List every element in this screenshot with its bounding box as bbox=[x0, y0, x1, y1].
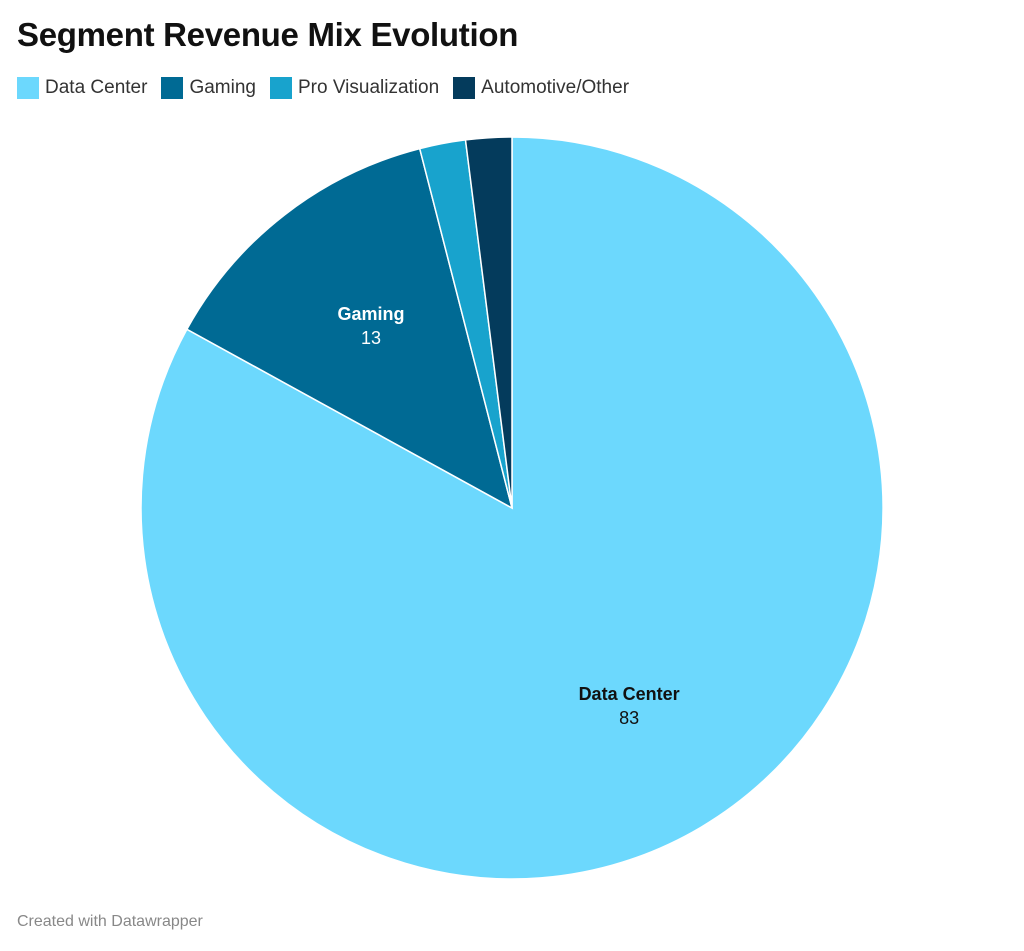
legend-swatch bbox=[453, 77, 476, 99]
legend: Data Center Gaming Pro Visualization Automo… bbox=[17, 77, 629, 99]
legend-swatch bbox=[161, 77, 184, 99]
slice-label: Data Center bbox=[579, 684, 680, 704]
pie-slice-automotive-other[interactable] bbox=[464, 136, 513, 509]
chart-title: Segment Revenue Mix Evolution bbox=[17, 16, 519, 53]
legend-label: Gaming bbox=[189, 77, 256, 98]
legend-item: Gaming bbox=[161, 77, 256, 99]
slice-value: 13 bbox=[361, 328, 381, 348]
legend-item: Automotive/Other bbox=[453, 77, 629, 99]
legend-label: Pro Visualization bbox=[297, 77, 440, 98]
legend-item: Pro Visualization bbox=[269, 77, 440, 99]
legend-label: Automotive/Other bbox=[481, 77, 630, 98]
slice-value: 83 bbox=[619, 708, 639, 728]
slice-label: Gaming bbox=[338, 304, 405, 324]
legend-swatch bbox=[17, 77, 39, 99]
legend-label: Data Center bbox=[45, 77, 148, 98]
pie-slice-gaming[interactable] bbox=[185, 147, 514, 510]
legend-item: Data Center bbox=[17, 77, 147, 99]
footer-credit[interactable]: Created with Datawrapper bbox=[17, 913, 203, 930]
legend-swatch bbox=[269, 77, 292, 99]
